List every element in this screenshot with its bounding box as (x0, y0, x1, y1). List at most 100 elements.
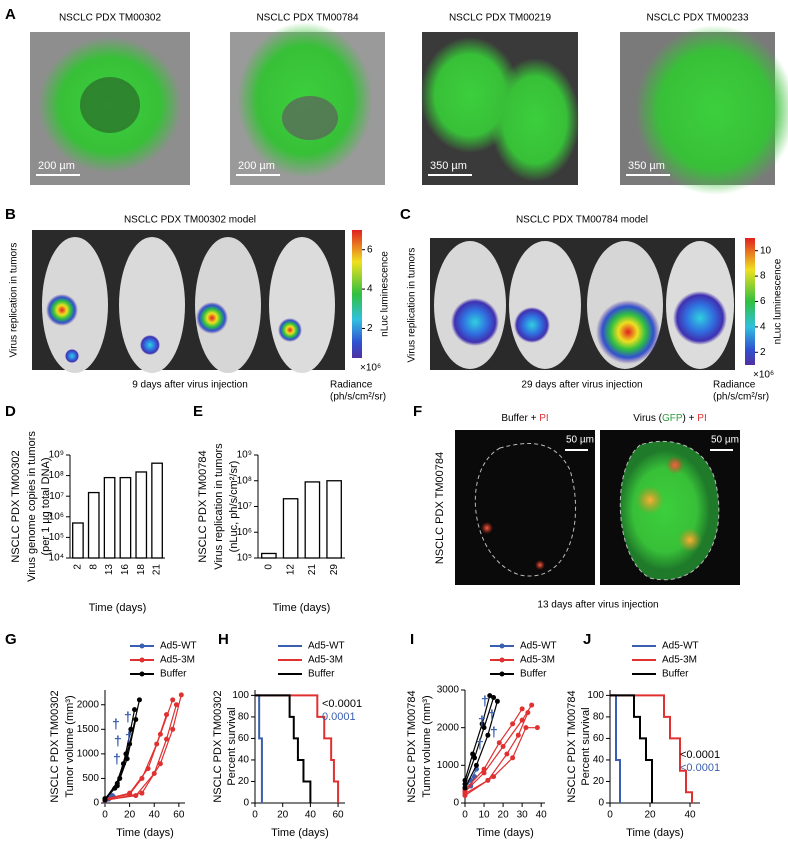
legend-label: Buffer (520, 669, 547, 680)
y-axis-label: Tumor volume (mm³) (421, 695, 433, 797)
data-point (504, 751, 510, 757)
label-part: Virus ( (633, 413, 662, 424)
luminescence (196, 302, 228, 334)
tumor-line (104, 719, 137, 799)
data-point (487, 693, 493, 699)
gfp-signal (490, 58, 580, 182)
legend-label: Buffer (160, 669, 187, 680)
x-tick-label: 16 (120, 564, 131, 576)
y-tick-label: 0 (598, 798, 604, 809)
colorbar (352, 230, 362, 358)
x-tick-label: 0 (102, 810, 108, 821)
p-value: <0.0001 (680, 749, 720, 761)
label-part: GFP (662, 413, 683, 424)
bar (304, 481, 321, 559)
x-tick-label: 0 (462, 810, 468, 821)
data-point (481, 766, 487, 772)
y-tick-label: 10⁹ (237, 450, 252, 461)
image-title: NSCLC PDX TM00784 (256, 13, 359, 24)
data-point (154, 741, 160, 747)
data-point (491, 774, 497, 780)
legend-marker (139, 671, 145, 677)
y-tick-label: 100 (232, 690, 249, 701)
tumor-line (464, 697, 495, 785)
data-point (173, 702, 179, 708)
y-axis-label: Percent survival (580, 707, 592, 785)
y-tick-label: 10⁹ (49, 450, 64, 461)
mouse (119, 237, 185, 373)
panel-title: NSCLC PDX TM00302 model (124, 215, 256, 226)
bar (135, 471, 148, 559)
y-tick-label: 10⁶ (237, 527, 252, 538)
pi-signal (666, 456, 684, 474)
colorbar-tick-label: 6 (760, 296, 766, 307)
y-axis-label: NSCLC PDX TM00302 (49, 690, 61, 802)
bar (151, 462, 163, 559)
colorbar-tick-label: 2 (367, 323, 373, 334)
mouse (195, 237, 261, 373)
luminescence (46, 294, 78, 326)
p-value: <0.0001 (322, 698, 362, 710)
label-part: PI (539, 413, 548, 424)
x-tick-label: 8 (88, 564, 99, 570)
scale-bar-label: 350 µm (628, 160, 665, 172)
radiance-unit: (ph/s/cm²/sr) (713, 392, 769, 403)
bar (87, 491, 100, 559)
bar (119, 476, 132, 559)
y-tick-label: 500 (82, 773, 99, 784)
colorbar-tick-label: 4 (760, 322, 766, 333)
y-tick-label: 10⁸ (237, 475, 252, 486)
y-tick-label: 0 (93, 798, 99, 809)
y-axis-label: (per 1 µg total DNA) (40, 457, 52, 555)
caption: 13 days after virus injection (537, 600, 658, 611)
annotation: † (478, 713, 486, 729)
y-axis-label: NSCLC PDX TM00784 (406, 690, 418, 802)
luminescence (65, 349, 79, 363)
panel-label: I (410, 631, 414, 648)
legend-label: Ad5-3M (662, 655, 697, 666)
x-tick-label: 20 (498, 810, 510, 821)
legend-marker (139, 657, 145, 663)
y-tick-label: 1000 (77, 749, 100, 760)
data-point (164, 712, 170, 718)
panel-label: G (5, 631, 17, 648)
survival-curve (255, 694, 263, 803)
data-point (114, 783, 120, 789)
tumor-line (464, 701, 498, 789)
y-tick-label: 80 (593, 712, 605, 723)
y-axis-label: Percent survival (226, 707, 238, 785)
legend-label: Ad5-WT (662, 641, 699, 652)
y-axis-label: NSCLC PDX TM00784 (434, 452, 446, 564)
x-axis-label: Time (days) (626, 827, 684, 839)
panel-label: C (400, 206, 411, 223)
x-axis-label: Time (days) (116, 827, 174, 839)
x-tick-label: 20 (124, 810, 136, 821)
p-value: <0.0001 (680, 762, 720, 774)
mouse (509, 241, 581, 369)
data-point (178, 692, 184, 698)
legend-marker (139, 643, 145, 649)
p-value: 0.0001 (322, 711, 356, 723)
annotation: † (476, 736, 484, 752)
panel-b-image (32, 230, 362, 373)
annotation: † (490, 724, 498, 740)
y-axis-label: (nLuc, ph/s/cm²/sr) (228, 461, 240, 553)
colorbar-exponent: ×10⁶ (753, 370, 774, 381)
panel-label: J (583, 631, 591, 648)
panel-a-images (30, 22, 788, 195)
luminescence (673, 291, 727, 345)
legend-marker (499, 643, 505, 649)
annotation: † (112, 716, 120, 732)
bar (261, 552, 277, 559)
annotation: † (124, 709, 132, 725)
y-tick-label: 40 (593, 755, 605, 766)
legend-label: Ad5-WT (520, 641, 557, 652)
colorbar-tick-label: 4 (367, 284, 373, 295)
y-tick-label: 10⁵ (49, 532, 64, 543)
bar (326, 480, 342, 559)
bar (72, 522, 84, 559)
data-point (519, 706, 525, 712)
label-part: PI (697, 413, 706, 424)
x-tick-label: 0 (264, 564, 275, 570)
pi-signal (535, 560, 545, 570)
